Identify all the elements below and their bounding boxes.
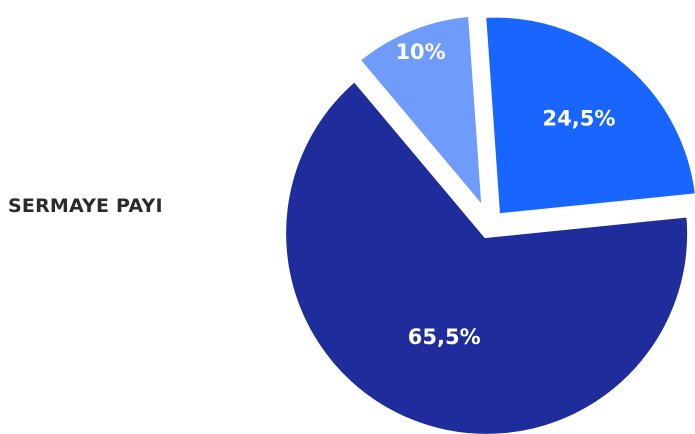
data-label-1: 10% [395,40,445,64]
chart-title: SERMAYE PAYI [8,195,163,217]
data-label-2: 24,5% [543,106,616,130]
pie-slice-3 [277,69,695,434]
pie-slice-1 [348,7,493,231]
pie-slice-2 [476,8,695,224]
data-label-3: 65,5% [408,325,481,349]
